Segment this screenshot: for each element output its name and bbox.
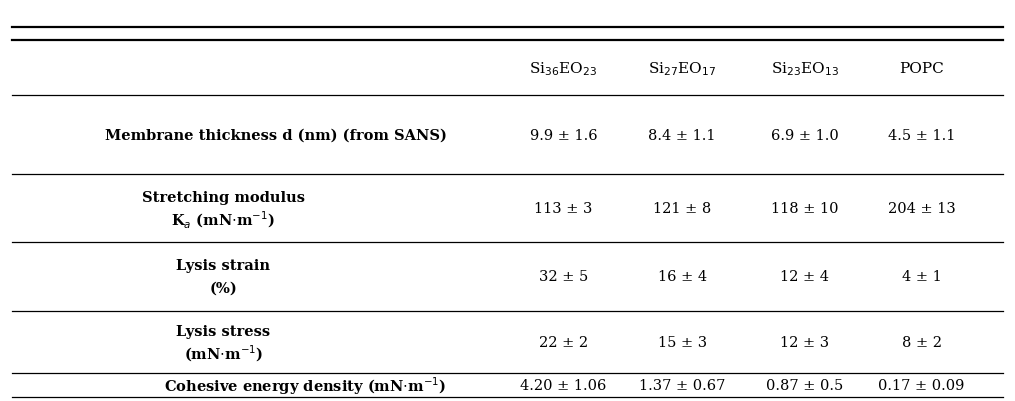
Text: 22 ± 2: 22 ± 2	[539, 335, 588, 349]
Text: (mN$\cdot$m$^{-1}$): (mN$\cdot$m$^{-1}$)	[184, 343, 263, 363]
Text: 12 ± 4: 12 ± 4	[781, 270, 829, 284]
Text: 121 ± 8: 121 ± 8	[653, 202, 712, 215]
Text: 4.20 ± 1.06: 4.20 ± 1.06	[520, 378, 607, 392]
Text: K$_a$ (mN$\cdot$m$^{-1}$): K$_a$ (mN$\cdot$m$^{-1}$)	[172, 209, 275, 230]
Text: (%): (%)	[209, 281, 238, 295]
Text: 16 ± 4: 16 ± 4	[658, 270, 706, 284]
Text: 32 ± 5: 32 ± 5	[539, 270, 588, 284]
Text: 118 ± 10: 118 ± 10	[771, 202, 838, 215]
Text: Lysis stress: Lysis stress	[177, 324, 270, 338]
Text: 12 ± 3: 12 ± 3	[781, 335, 829, 349]
Text: 8 ± 2: 8 ± 2	[901, 335, 942, 349]
Text: 6.9 ± 1.0: 6.9 ± 1.0	[771, 128, 838, 142]
Text: Si$_{36}$EO$_{23}$: Si$_{36}$EO$_{23}$	[530, 60, 597, 77]
Text: Cohesive energy density (mN$\cdot$m$^{-1}$): Cohesive energy density (mN$\cdot$m$^{-1…	[164, 374, 447, 396]
Text: 0.87 ± 0.5: 0.87 ± 0.5	[766, 378, 843, 392]
Text: 113 ± 3: 113 ± 3	[534, 202, 593, 215]
Text: 1.37 ± 0.67: 1.37 ± 0.67	[638, 378, 726, 392]
Text: 8.4 ± 1.1: 8.4 ± 1.1	[649, 128, 716, 142]
Text: Membrane thickness d (nm) (from SANS): Membrane thickness d (nm) (from SANS)	[105, 128, 447, 142]
Text: Stretching modulus: Stretching modulus	[142, 190, 304, 205]
Text: 4 ± 1: 4 ± 1	[901, 270, 942, 284]
Text: 0.17 ± 0.09: 0.17 ± 0.09	[878, 378, 965, 392]
Text: 4.5 ± 1.1: 4.5 ± 1.1	[888, 128, 955, 142]
Text: 204 ± 13: 204 ± 13	[888, 202, 955, 215]
Text: Si$_{23}$EO$_{13}$: Si$_{23}$EO$_{13}$	[771, 60, 838, 77]
Text: Lysis strain: Lysis strain	[177, 259, 270, 273]
Text: 9.9 ± 1.6: 9.9 ± 1.6	[530, 128, 597, 142]
Text: 15 ± 3: 15 ± 3	[658, 335, 706, 349]
Text: POPC: POPC	[899, 62, 944, 75]
Text: Si$_{27}$EO$_{17}$: Si$_{27}$EO$_{17}$	[649, 60, 716, 77]
